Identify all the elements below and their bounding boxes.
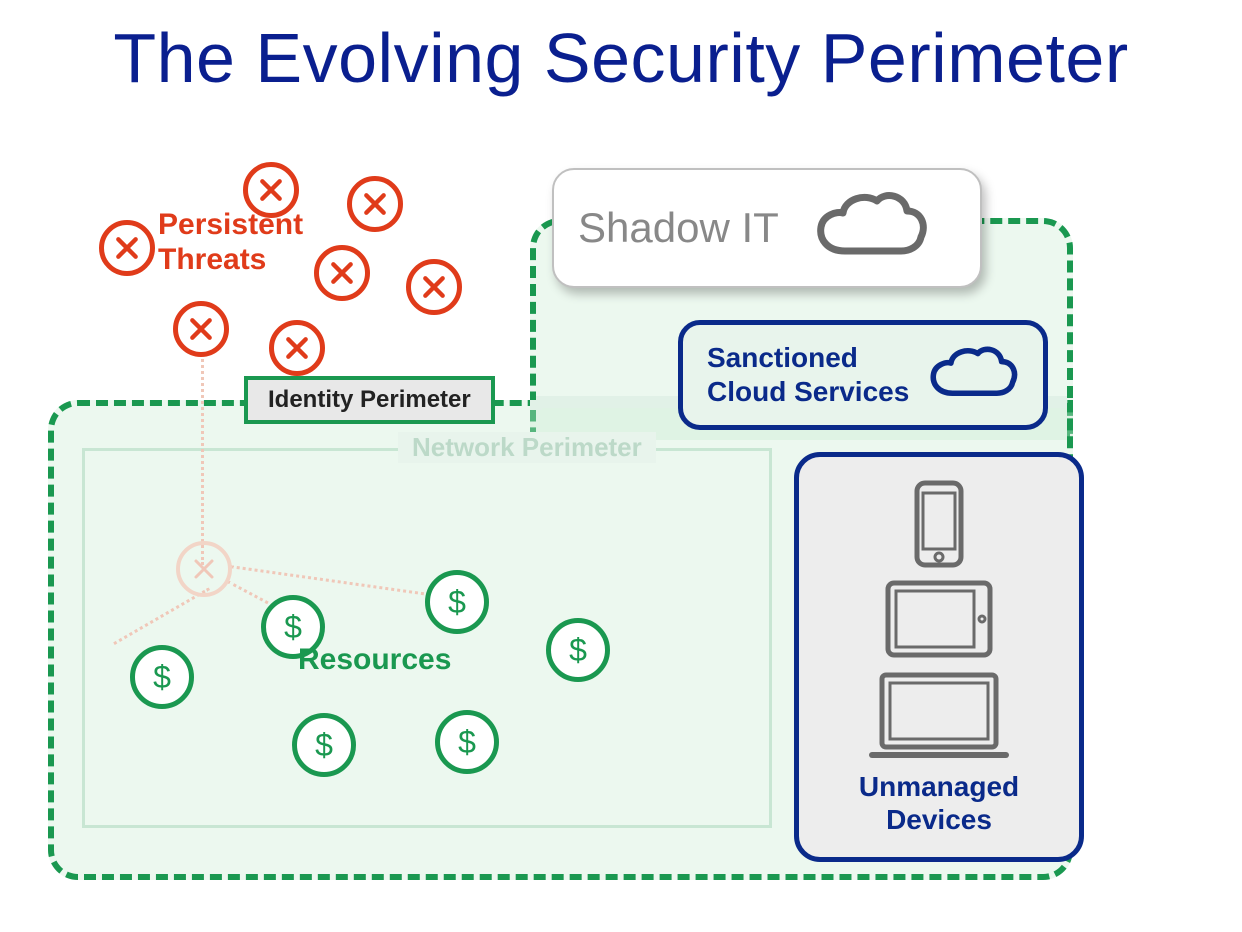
shadow-it-label: Shadow IT (578, 204, 779, 252)
tablet-icon (884, 579, 994, 659)
threat-icon (406, 259, 462, 315)
laptop-icon (864, 669, 1014, 764)
sanctioned-cloud-box: Sanctioned Cloud Services (678, 320, 1048, 430)
network-perimeter-label: Network Perimeter (398, 432, 656, 463)
network-perimeter-box (82, 448, 772, 828)
identity-perimeter-label: Identity Perimeter (244, 376, 495, 424)
identity-perimeter-join2 (530, 400, 542, 410)
phone-icon (913, 479, 965, 569)
threat-icon (173, 301, 229, 357)
resource-icon: $ (130, 645, 194, 709)
unmanaged-devices-box: Unmanaged Devices (794, 452, 1084, 862)
threat-icon (314, 245, 370, 301)
resource-icon: $ (292, 713, 356, 777)
resources-label: Resources (298, 643, 451, 677)
sanctioned-cloud-label: Sanctioned Cloud Services (707, 341, 909, 408)
attack-line (201, 330, 204, 565)
threats-label: Persistent Threats (158, 208, 303, 277)
threat-icon (99, 220, 155, 276)
unmanaged-devices-label: Unmanaged Devices (799, 770, 1079, 837)
threat-icon (347, 176, 403, 232)
faded-threat-icon (176, 541, 232, 597)
cloud-icon (924, 344, 1019, 406)
page-title: The Evolving Security Perimeter (0, 18, 1242, 98)
device-stack (864, 479, 1014, 764)
resource-icon: $ (435, 710, 499, 774)
threat-icon (269, 320, 325, 376)
resource-icon: $ (425, 570, 489, 634)
shadow-it-box: Shadow IT (552, 168, 982, 288)
resource-icon: $ (546, 618, 610, 682)
cloud-icon (809, 189, 929, 267)
